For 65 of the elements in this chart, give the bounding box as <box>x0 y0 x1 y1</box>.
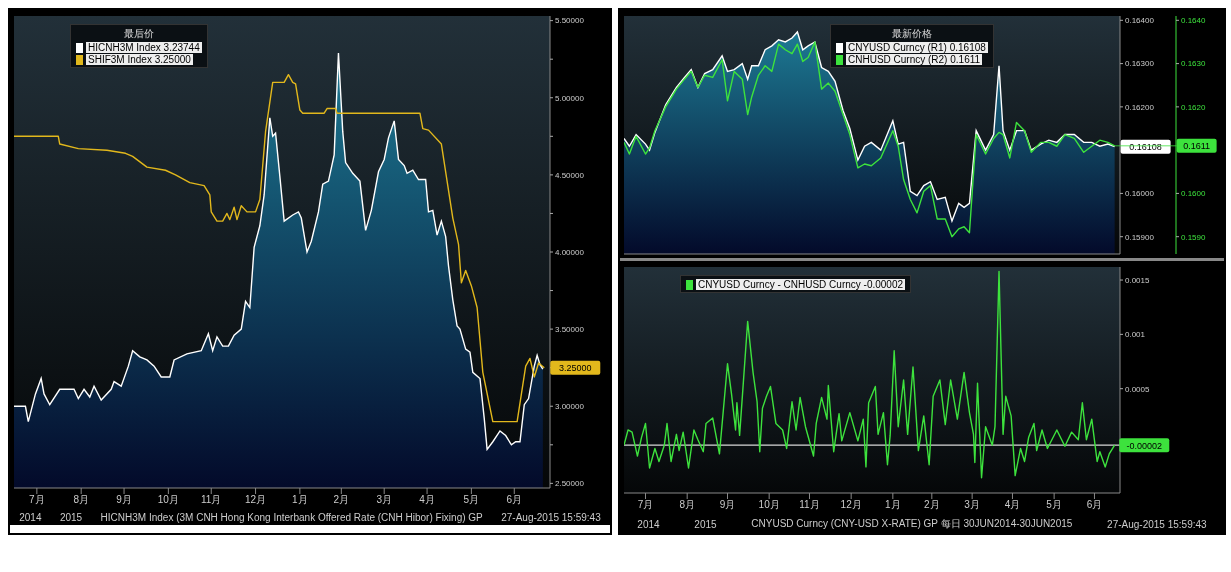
text: 2014 <box>637 518 660 530</box>
x-tick-label: 12月 <box>244 494 267 506</box>
y2-tick-label: 0.1640 <box>1181 16 1207 26</box>
y-tick-label: 3.50000 <box>555 324 585 334</box>
x-tick-label: 3月 <box>964 499 980 511</box>
legend-title: 最后价 <box>122 27 155 41</box>
y-tick-label: 0.16400 <box>1125 16 1155 26</box>
y2-tick-label: 0.1630 <box>1181 59 1207 69</box>
annotation: 0.16108 <box>1129 142 1162 153</box>
legend-label: HICNH3M Index 3.23744 <box>86 42 202 53</box>
annotation: 0.1611 <box>1183 141 1211 152</box>
line-series <box>624 270 1116 479</box>
y-tick-label: 4.00000 <box>555 247 585 257</box>
y2-tick-label: 0.1620 <box>1181 102 1207 112</box>
x-tick-label: 1月 <box>292 494 308 506</box>
legend-title: 最新价格 <box>890 27 933 41</box>
x-tick-label: 11月 <box>201 494 222 506</box>
x-tick-label: 2月 <box>333 494 350 506</box>
y-tick-label: 2.50000 <box>555 479 585 489</box>
legend-label: CNYUSD Curncy (R1) 0.16108 <box>846 42 988 53</box>
x-tick-label: 6月 <box>506 494 523 506</box>
y-tick-label: 0.16300 <box>1125 59 1155 69</box>
text: 27-Aug-2015 15:59:43 <box>1107 518 1207 530</box>
x-tick-label: 8月 <box>679 499 695 511</box>
x-tick-label: 9月 <box>116 494 132 506</box>
text: 2014 <box>19 512 42 523</box>
text: 27-Aug-2015 15:59:43 <box>501 512 601 523</box>
text: 2015 <box>694 518 717 530</box>
y-tick-label: 0.15900 <box>1125 232 1155 242</box>
text: HICNH3M Index (3M CNH Hong Kong Interbank Offered Rate (CNH Hibor) Fixing) GP <box>100 512 483 523</box>
x-tick-label: 12月 <box>840 499 862 511</box>
x-tick-label: 5月 <box>1046 499 1062 511</box>
y2-tick-label: 0.1590 <box>1181 232 1207 242</box>
y-tick-label: 0.16000 <box>1125 189 1155 199</box>
text: CNYUSD Curncy (CNY-USD X-RATE) GP 每日 30JUN2014-30JUN2015 <box>751 517 1073 531</box>
text: 2015 <box>59 512 83 523</box>
y-tick-label: 5.00000 <box>555 93 585 103</box>
y-tick-label: 0.0015 <box>1125 275 1151 285</box>
x-tick-label: 5月 <box>463 494 480 506</box>
x-tick-label: 10月 <box>157 494 179 506</box>
y-tick-label: 0.0005 <box>1125 384 1151 394</box>
x-tick-label: 7月 <box>637 499 654 511</box>
legend-label: CNYUSD Curncy - CNHUSD Curncy -0.00002 <box>696 279 906 290</box>
line-series <box>14 73 545 423</box>
ref-line-label: -0.00002 <box>1126 440 1163 451</box>
y-tick-label: 3.00000 <box>555 402 585 412</box>
x-tick-label: 1月 <box>885 499 901 511</box>
legend-label: SHIF3M Index 3.25000 <box>86 54 193 65</box>
y-tick-label: 0.16200 <box>1125 102 1155 112</box>
x-tick-label: 8月 <box>73 494 89 506</box>
x-tick-label: 9月 <box>719 499 736 511</box>
legend-label: CNHUSD Curncy (R2) 0.1611 <box>846 54 983 65</box>
y2-tick-label: 0.1600 <box>1181 189 1207 199</box>
y-tick-label: 0.001 <box>1125 330 1146 340</box>
x-tick-label: 4月 <box>419 494 435 506</box>
y-tick-label: 5.50000 <box>555 16 585 26</box>
x-tick-label: 6月 <box>1086 499 1103 511</box>
x-tick-label: 7月 <box>29 494 45 506</box>
x-tick-label: 11月 <box>799 499 820 511</box>
y-tick-label: 4.50000 <box>555 170 585 180</box>
x-tick-label: 10月 <box>758 499 780 511</box>
annotation: 3.25000 <box>559 363 592 374</box>
x-tick-label: 4月 <box>1004 499 1021 511</box>
x-tick-label: 2月 <box>924 499 940 511</box>
x-tick-label: 3月 <box>376 494 392 506</box>
